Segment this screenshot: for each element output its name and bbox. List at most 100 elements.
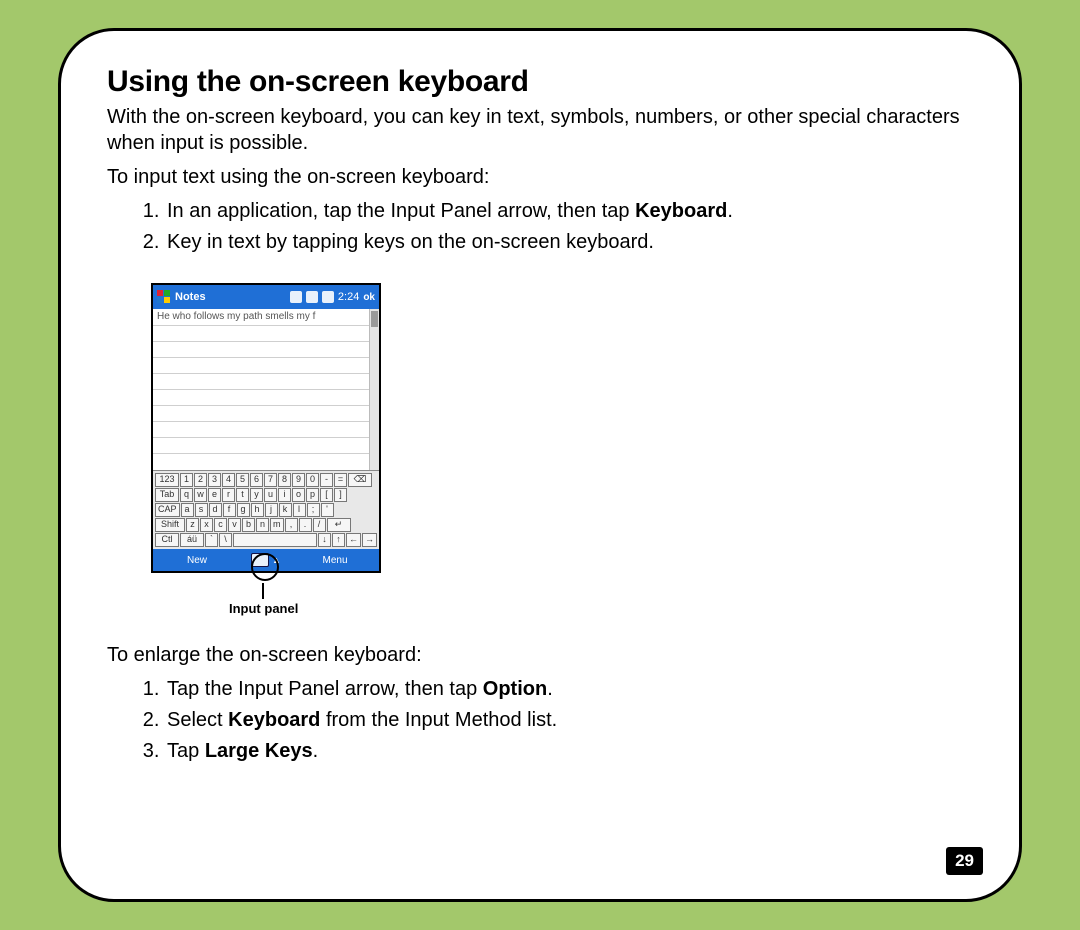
keyboard-key: ]	[334, 488, 347, 502]
keyboard-key: 4	[222, 473, 235, 487]
keyboard-key: f	[223, 503, 236, 517]
keyboard-key: 3	[208, 473, 221, 487]
keyboard-key: \	[219, 533, 232, 547]
keyboard-key: s	[195, 503, 208, 517]
step-input-1: In an application, tap the Input Panel a…	[165, 197, 973, 226]
device-clock: 2:24	[338, 291, 359, 303]
keyboard-key: e	[208, 488, 221, 502]
keyboard-key: áü	[180, 533, 204, 547]
keyboard-key: 1	[180, 473, 193, 487]
keyboard-key: r	[222, 488, 235, 502]
keyboard-key: /	[313, 518, 326, 532]
keyboard-key: o	[292, 488, 305, 502]
step-input-2: Key in text by tapping keys on the on-sc…	[165, 228, 973, 257]
steps-input: In an application, tap the Input Panel a…	[107, 197, 973, 257]
input-panel-arrow-icon: ▲	[272, 553, 282, 567]
keyboard-key: 2	[194, 473, 207, 487]
page-title: Using the on-screen keyboard	[107, 65, 973, 99]
keyboard-key: '	[321, 503, 334, 517]
device-titlebar: Notes 2:24 ok	[153, 285, 379, 309]
keyboard-key: ↓	[318, 533, 331, 547]
keyboard-key: →	[362, 533, 377, 547]
keyboard-key: =	[334, 473, 347, 487]
keyboard-key: i	[278, 488, 291, 502]
step-bold: Keyboard	[635, 200, 727, 222]
keyboard-key: z	[186, 518, 199, 532]
keyboard-key: y	[250, 488, 263, 502]
keyboard-key: x	[200, 518, 213, 532]
device-screenshot-figure: Notes 2:24 ok He who follows my path sme…	[151, 283, 381, 616]
steps-enlarge: Tap the Input Panel arrow, then tap Opti…	[107, 675, 973, 766]
keyboard-key: h	[251, 503, 264, 517]
keyboard-key: n	[256, 518, 269, 532]
keyboard-key: c	[214, 518, 227, 532]
signal-icon	[306, 291, 318, 303]
keyboard-key: -	[320, 473, 333, 487]
onscreen-keyboard: 1231234567890-=⌫ Tabqwertyuiop[] CAPasdf…	[153, 470, 379, 549]
keyboard-key: ;	[307, 503, 320, 517]
note-sample-text: He who follows my path smells my f	[153, 309, 379, 324]
step-text: .	[547, 678, 553, 700]
keyboard-key: 8	[278, 473, 291, 487]
step-text: .	[727, 200, 733, 222]
keyboard-key: 123	[155, 473, 179, 487]
lead-enlarge: To enlarge the on-screen keyboard:	[107, 644, 973, 667]
input-panel-icon	[251, 553, 269, 567]
step-bold: Keyboard	[228, 709, 320, 731]
step-enlarge-1: Tap the Input Panel arrow, then tap Opti…	[165, 675, 973, 704]
device-app-title: Notes	[175, 291, 286, 303]
callout-label: Input panel	[229, 601, 381, 616]
lead-input: To input text using the on-screen keyboa…	[107, 166, 973, 189]
keyboard-key	[233, 533, 317, 547]
manual-page-card: Using the on-screen keyboard With the on…	[58, 28, 1022, 902]
keyboard-key: `	[205, 533, 218, 547]
keyboard-key: l	[293, 503, 306, 517]
keyboard-key: ↵	[327, 518, 351, 532]
softkey-right: Menu	[291, 555, 379, 566]
step-text: .	[313, 740, 319, 762]
keyboard-key: p	[306, 488, 319, 502]
keyboard-key: .	[299, 518, 312, 532]
keyboard-key: 9	[292, 473, 305, 487]
keyboard-key: t	[236, 488, 249, 502]
keyboard-key: ↑	[332, 533, 345, 547]
keyboard-key: q	[180, 488, 193, 502]
step-bold: Large Keys	[205, 740, 313, 762]
keyboard-key: ,	[285, 518, 298, 532]
keyboard-key: w	[194, 488, 207, 502]
keyboard-key: v	[228, 518, 241, 532]
scrollbar	[369, 309, 379, 470]
keyboard-key: 0	[306, 473, 319, 487]
device-softkey-bar: New ▲ Menu	[153, 549, 379, 571]
notes-canvas: He who follows my path smells my f	[153, 309, 379, 470]
input-panel-switcher: ▲	[241, 551, 291, 569]
scrollbar-thumb	[371, 311, 378, 327]
page-number-badge: 29	[946, 847, 983, 875]
keyboard-key: Tab	[155, 488, 179, 502]
step-text: Tap the Input Panel arrow, then tap	[167, 678, 483, 700]
keyboard-key: ⌫	[348, 473, 372, 487]
step-text: Tap	[167, 740, 205, 762]
ok-button: ok	[363, 292, 375, 303]
keyboard-key: m	[270, 518, 284, 532]
keyboard-key: CAP	[155, 503, 180, 517]
intro-paragraph: With the on-screen keyboard, you can key…	[107, 105, 973, 156]
keyboard-key: a	[181, 503, 194, 517]
volume-icon	[322, 291, 334, 303]
keyboard-key: Ctl	[155, 533, 179, 547]
keyboard-key: k	[279, 503, 292, 517]
step-bold: Option	[483, 678, 547, 700]
step-enlarge-3: Tap Large Keys.	[165, 737, 973, 766]
keyboard-key: [	[320, 488, 333, 502]
keyboard-key: g	[237, 503, 250, 517]
softkey-left: New	[153, 555, 241, 566]
keyboard-key: 6	[250, 473, 263, 487]
keyboard-key: 7	[264, 473, 277, 487]
step-enlarge-2: Select Keyboard from the Input Method li…	[165, 706, 973, 735]
keyboard-key: Shift	[155, 518, 185, 532]
keyboard-key: ←	[346, 533, 361, 547]
keyboard-key: b	[242, 518, 255, 532]
callout-leader-line	[262, 583, 264, 599]
start-flag-icon	[157, 290, 171, 304]
connectivity-icon	[290, 291, 302, 303]
